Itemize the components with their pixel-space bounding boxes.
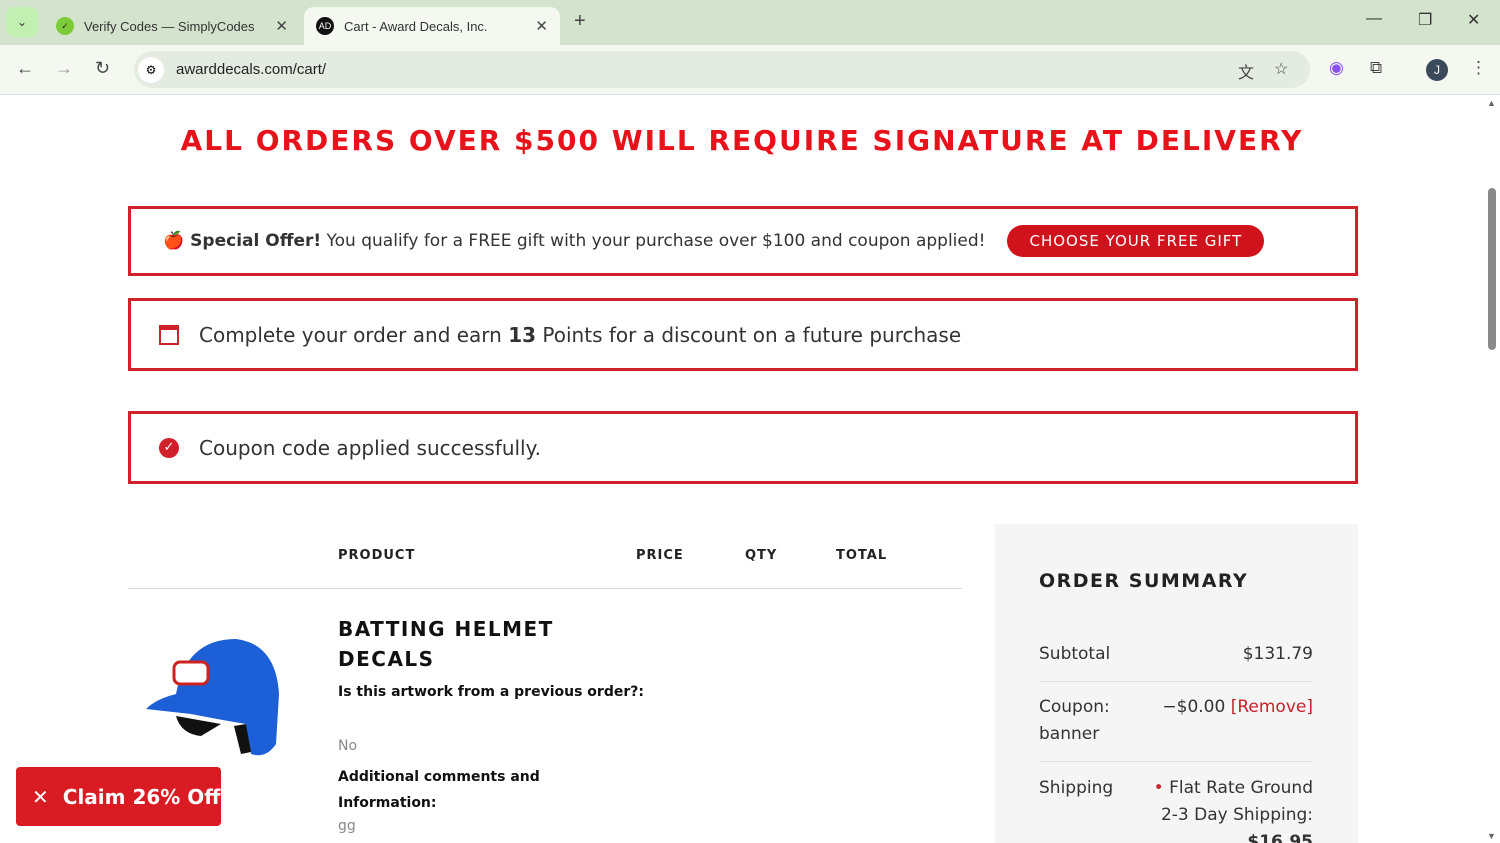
chevron-down-icon: ⌄ xyxy=(16,15,28,29)
offer-text: You qualify for a FREE gift with your pu… xyxy=(321,231,986,251)
extension-icon[interactable]: ◉ xyxy=(1329,58,1344,77)
tab-title: Verify Codes — SimplyCodes xyxy=(84,18,255,34)
coupon-success-text: Coupon code applied successfully. xyxy=(199,435,541,460)
header-product: PRODUCT xyxy=(338,548,416,563)
award-decals-favicon-icon: AD xyxy=(316,17,334,35)
points-post: Points for a discount on a future purcha… xyxy=(536,322,962,347)
divider xyxy=(128,588,962,589)
coupon-label: Coupon: banner xyxy=(1039,697,1110,744)
radio-dot-icon: • xyxy=(1153,778,1164,798)
restore-icon[interactable]: ❐ xyxy=(1418,12,1433,29)
extensions-puzzle-icon[interactable]: ⧉ xyxy=(1370,58,1383,77)
tab-title: Cart - Award Decals, Inc. xyxy=(344,18,488,34)
site-info-icon[interactable]: ⚙ xyxy=(138,56,164,83)
close-window-icon[interactable]: ✕ xyxy=(1467,12,1481,29)
field-question: Is this artwork from a previous order?: xyxy=(338,684,644,700)
address-bar[interactable]: ⚙ awarddecals.com/cart/ 文 ☆ xyxy=(134,51,1310,88)
order-summary-title: ORDER SUMMARY xyxy=(1039,570,1249,592)
tab-cart[interactable]: AD Cart - Award Decals, Inc. ✕ xyxy=(304,7,560,45)
reload-icon[interactable]: ↻ xyxy=(95,58,111,78)
product-name[interactable]: BATTING HELMET DECALS xyxy=(338,617,554,671)
shipping-label: Shipping xyxy=(1039,778,1114,798)
order-summary: ORDER SUMMARY Subtotal $131.79 Coupon: b… xyxy=(995,524,1358,843)
close-tab-icon[interactable]: ✕ xyxy=(275,18,288,35)
coupon-value: −$0.00 xyxy=(1162,697,1226,717)
subtotal-label: Subtotal xyxy=(1039,644,1111,664)
scrollbar-thumb[interactable] xyxy=(1488,188,1496,350)
browser-toolbar: ← → ↻ ⚙ awarddecals.com/cart/ 文 ☆ ◉ ⧉ ⋮ xyxy=(0,45,1500,95)
field-answer: No xyxy=(338,738,358,754)
tab-search-button[interactable]: ⌄ xyxy=(6,7,38,37)
choose-free-gift-button[interactable]: CHOOSE YOUR FREE GIFT xyxy=(1007,225,1265,257)
special-offer-box: 🍎 Special Offer! You qualify for a FREE … xyxy=(128,206,1358,276)
coupon-value-row: −$0.00 [Remove] xyxy=(1039,694,1313,721)
menu-kebab-icon[interactable]: ⋮ xyxy=(1470,58,1487,77)
url-text[interactable]: awarddecals.com/cart/ xyxy=(176,61,327,78)
page-content: ALL ORDERS OVER $500 WILL REQUIRE SIGNAT… xyxy=(0,96,1484,843)
back-icon[interactable]: ← xyxy=(16,58,34,78)
minimize-icon[interactable]: — xyxy=(1366,10,1382,27)
header-total: TOTAL xyxy=(836,548,888,563)
forward-icon[interactable]: → xyxy=(55,58,73,78)
coupon-success-box: ✓ Coupon code applied successfully. xyxy=(128,411,1358,484)
shipping-option[interactable]: • Flat Rate Ground 2-3 Day Shipping: $16… xyxy=(1145,775,1313,843)
check-circle-icon: ✓ xyxy=(159,437,179,458)
tab-bar: ⌄ ✓ Verify Codes — SimplyCodes ✕ AD Cart… xyxy=(0,0,1500,45)
header-qty: QTY xyxy=(745,548,778,563)
simplycodes-favicon-icon: ✓ xyxy=(56,17,74,35)
field-answer: gg xyxy=(338,818,356,834)
remove-coupon-link[interactable]: [Remove] xyxy=(1230,697,1313,717)
field-question: Additional comments and Information: xyxy=(338,769,540,811)
subtotal-row: Subtotal $131.79 xyxy=(1039,641,1313,668)
points-pre: Complete your order and earn xyxy=(199,322,509,347)
close-icon[interactable]: ✕ xyxy=(32,784,49,809)
subtotal-value: $131.79 xyxy=(1242,644,1313,664)
translate-icon[interactable]: 文 xyxy=(1238,65,1255,82)
claim-discount-button[interactable]: ✕ Claim 26% Off xyxy=(16,767,221,826)
offer-heading: Special Offer! xyxy=(190,231,322,251)
batting-helmet-image[interactable] xyxy=(146,634,281,759)
scroll-down-icon[interactable]: ▼ xyxy=(1487,831,1496,841)
calendar-icon xyxy=(159,324,179,345)
avatar[interactable]: J xyxy=(1426,59,1448,81)
divider xyxy=(1039,761,1313,762)
shipping-method: Flat Rate Ground 2-3 Day Shipping: xyxy=(1160,778,1313,825)
tab-verify-codes[interactable]: ✓ Verify Codes — SimplyCodes ✕ xyxy=(44,7,300,45)
new-tab-icon[interactable]: + xyxy=(574,10,586,32)
divider xyxy=(1039,681,1313,682)
shipping-price: $16.95 xyxy=(1247,832,1313,843)
points-box: Complete your order and earn 13 Points f… xyxy=(128,298,1358,371)
close-tab-icon[interactable]: ✕ xyxy=(535,18,548,35)
scroll-up-icon[interactable]: ▲ xyxy=(1487,98,1496,108)
gift-apple-icon: 🍎 xyxy=(163,231,185,251)
claim-label: Claim 26% Off xyxy=(62,784,221,809)
scrollbar[interactable]: ▲ ▼ xyxy=(1484,96,1500,843)
header-price: PRICE xyxy=(636,548,684,563)
signature-banner: ALL ORDERS OVER $500 WILL REQUIRE SIGNAT… xyxy=(180,124,1304,157)
points-value: 13 xyxy=(508,322,537,347)
bookmark-star-icon[interactable]: ☆ xyxy=(1274,61,1289,78)
